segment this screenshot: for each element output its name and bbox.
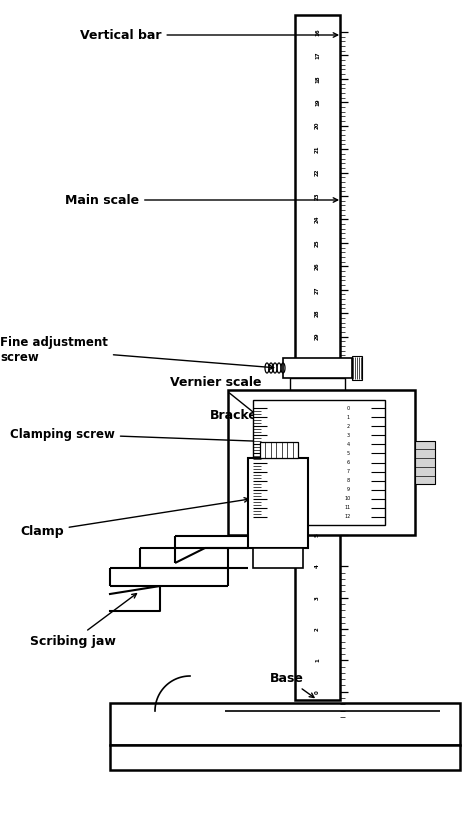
Text: 20: 20 [315,122,320,129]
Bar [228,390,415,535]
Bar [253,548,303,568]
Text: 29: 29 [315,333,320,340]
Text: Fine adjustment
screw: Fine adjustment screw [0,336,273,369]
Text: 22: 22 [315,168,320,176]
Text: 0: 0 [315,690,320,694]
Text: 18: 18 [315,75,320,83]
Text: 1: 1 [346,414,350,420]
Bar [110,745,460,770]
Text: Vertical bar: Vertical bar [80,28,337,42]
Text: Main scale: Main scale [65,193,337,207]
Bar [260,442,298,458]
Text: 11: 11 [345,505,351,510]
Text: 12: 12 [345,515,351,520]
Text: 23: 23 [315,192,320,200]
Text: 17: 17 [315,52,320,59]
Text: Scribing jaw: Scribing jaw [30,594,137,647]
Text: 1: 1 [315,659,320,662]
Text: 2: 2 [346,424,350,429]
Text: 4: 4 [315,565,320,568]
Text: 5: 5 [315,533,320,537]
Bar [352,356,362,380]
Bar [110,703,460,745]
Text: 5: 5 [346,451,350,456]
Text: 7: 7 [346,469,350,474]
Bar [415,440,435,485]
Text: 21: 21 [315,145,320,153]
Text: Base: Base [270,671,314,697]
Bar [283,358,352,378]
Bar [248,458,308,548]
Text: 9: 9 [346,487,349,492]
Text: Bracket: Bracket [210,409,279,438]
Text: 10: 10 [345,496,351,501]
Text: 24: 24 [315,216,320,224]
Text: 19: 19 [315,98,320,106]
Text: 3: 3 [315,595,320,600]
Text: 28: 28 [315,309,320,317]
Text: 2: 2 [315,627,320,631]
Text: Clamp: Clamp [20,498,249,538]
Text: 25: 25 [315,239,320,247]
Text: 8: 8 [346,478,350,483]
Text: Clamping screw: Clamping screw [10,428,274,444]
Text: 6: 6 [346,460,350,465]
Text: 0: 0 [346,405,350,410]
Text: 4: 4 [346,442,350,447]
Bar [290,378,345,393]
Bar [295,15,340,700]
Text: 3: 3 [346,433,350,438]
Text: 26: 26 [315,263,320,270]
Text: 27: 27 [315,286,320,294]
Text: Vernier scale: Vernier scale [170,375,262,417]
Bar [253,400,385,525]
Text: 30: 30 [315,356,320,364]
Text: 16: 16 [315,28,320,36]
